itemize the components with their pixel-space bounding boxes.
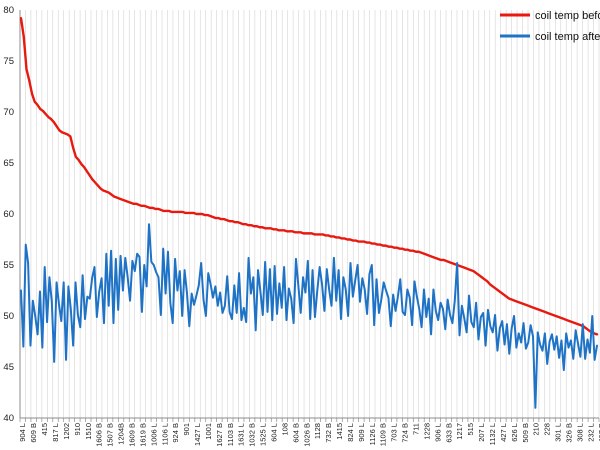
x-tick-label: 924 B [171,423,180,443]
x-tick-label: 904 L [18,423,27,442]
y-tick-label: 55 [3,260,14,271]
legend: coil temp before coil temp after [500,10,600,43]
x-tick-label: 1507 B [106,423,115,447]
x-tick-label: 427 L [499,423,508,442]
series-line-coil-temp-after [20,223,598,409]
x-tick-label: 1427 L [193,423,202,446]
x-tick-label: 1128 [313,423,322,439]
x-tick-label: 232 L [586,423,595,442]
x-tick-label: 1202 [62,423,71,440]
x-tick-label: 1217 [455,423,464,440]
x-tick-labels: 904 L 609 B 415 817 L 1202 910 1510 1606 B 1507 … [18,423,600,447]
legend-label-before: coil temp before [535,10,600,22]
x-tick-label: 1132 L [488,423,497,445]
x-tick-label: 301 L [554,423,563,442]
x-tick-label: 901 [182,423,191,436]
x-tick-label: 326 B [564,423,573,443]
x-tick-label: 407 B [597,423,600,443]
x-tick-label: 207 L [477,423,486,442]
x-tick-label: 1619 B [138,423,147,447]
x-tick-label: 1103 B [226,423,235,446]
x-tick-label: 633 B [444,423,453,443]
series-line-coil-temp-before [19,16,599,336]
x-tick-label: 1109 B [379,423,388,446]
x-tick-label: 1001 [204,423,213,440]
x-tick-label: 824 L [346,423,355,442]
axes [19,10,600,422]
y-tick-label: 65 [3,158,14,169]
x-tick-label: 1631 L [237,423,246,446]
x-tick-label: 108 [280,423,289,436]
x-tick-label: 509 B [521,423,530,443]
x-tick-label: 1026 B [302,423,311,447]
x-tick-label: 711 [412,423,421,435]
x-tick-label: 1627 B [215,423,224,447]
legend-label-after: coil temp after [535,31,600,43]
x-tick-label: 604 L [269,423,278,442]
x-tick-label: 703 L [390,423,399,442]
x-tick-label: 210 [532,423,541,436]
x-tick-label: 817 L [51,423,60,442]
x-tick-label: 910 [73,423,82,436]
x-tick-label: 1204B [117,423,126,445]
x-tick-label: 1609 B [127,423,136,447]
y-tick-label: 80 [3,5,14,16]
x-tick-label: 724 B [401,423,410,443]
x-tick-label: 604 B [291,423,300,443]
x-tick-label: 626 L [510,423,519,442]
x-tick-label: 1032 B [248,423,257,447]
x-tick-label: 609 B [29,423,38,443]
gridlines [19,10,600,418]
x-tick-label: 909 L [357,423,366,442]
y-tick-label: 50 [3,311,14,322]
x-tick-label: 906 L [433,423,442,442]
y-tick-label: 75 [3,56,14,67]
y-tick-label: 40 [3,413,14,424]
x-tick-label: 1228 [422,423,431,440]
x-tick-label: 1525 L [259,423,268,446]
x-tick-label: 308 L [575,423,584,442]
x-tick-label: 515 [466,423,475,436]
series-group [19,16,599,409]
y-tick-labels: 40 45 50 55 60 65 70 75 80 [3,5,14,424]
x-tick-label: 1510 [84,423,93,440]
y-tick-label: 70 [3,107,14,118]
y-tick-label: 45 [3,362,14,373]
y-tick-label: 60 [3,209,14,220]
x-tick-label: 415 [40,423,49,436]
x-tick-label: 1006 L [149,423,158,446]
x-tick-label: 1606 B [95,423,104,447]
x-tick-label: 228 [543,423,552,436]
x-tick-label: 732 B [324,423,333,443]
x-tick-label: 1415 [335,423,344,440]
x-tick-label: 1106 L [160,423,169,445]
x-tick-label: 1126 L [368,423,377,445]
